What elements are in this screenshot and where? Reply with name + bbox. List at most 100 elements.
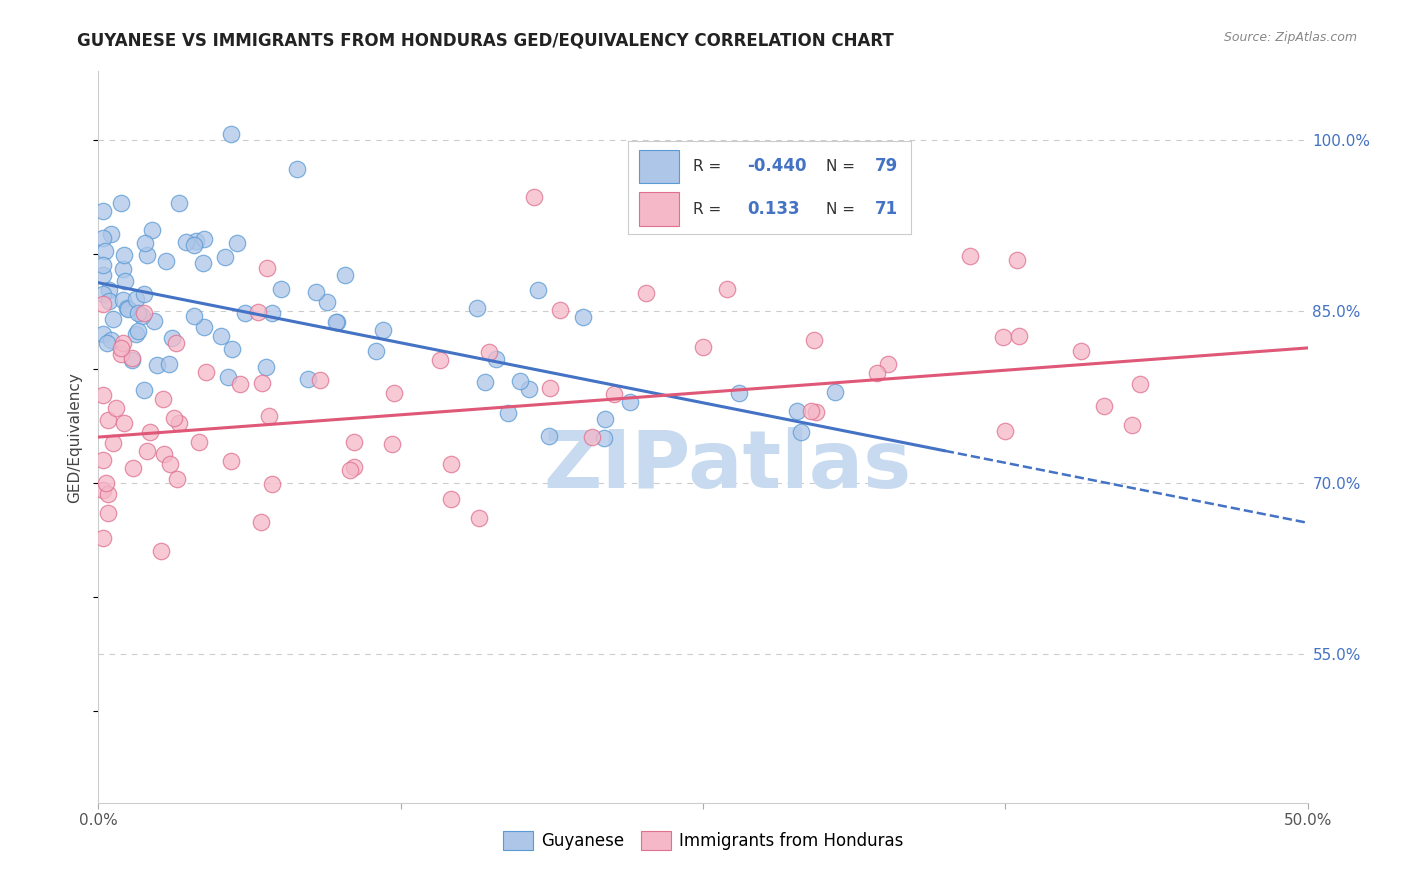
Point (603, 387, 626, 401)
Point (786, 404, 808, 418)
Point (160, 331, 183, 345)
Point (103, 436, 125, 450)
Point (100, 333, 122, 347)
Point (256, 260, 278, 275)
Point (127, 324, 149, 338)
Point (254, 360, 277, 375)
Point (91, 287, 114, 301)
Point (866, 366, 889, 380)
Point (1092, 399, 1115, 413)
Point (439, 492, 461, 507)
Point (260, 476, 283, 491)
Point (800, 404, 823, 418)
Point (110, 196, 132, 211)
Point (636, 286, 658, 301)
Point (485, 351, 508, 366)
Point (249, 515, 271, 529)
Point (221, 342, 243, 356)
Point (136, 444, 159, 458)
Point (91, 452, 114, 467)
Point (247, 305, 270, 319)
Point (429, 352, 451, 367)
Point (325, 315, 347, 329)
Point (333, 268, 356, 282)
Point (121, 461, 143, 475)
Point (163, 411, 186, 425)
Point (297, 372, 319, 386)
Point (186, 234, 208, 248)
Point (876, 357, 898, 371)
Point (97, 413, 120, 427)
Point (381, 437, 404, 451)
Point (121, 351, 143, 365)
Point (193, 256, 215, 270)
Point (959, 249, 981, 263)
Point (110, 341, 132, 355)
Point (135, 248, 157, 262)
Point (214, 250, 236, 264)
Point (994, 425, 1017, 439)
Point (509, 374, 531, 388)
Point (167, 196, 190, 211)
Point (153, 447, 176, 461)
Point (619, 395, 641, 409)
Text: R =: R = (693, 202, 727, 217)
Point (111, 336, 134, 351)
Point (97, 486, 120, 500)
Text: 0.133: 0.133 (747, 200, 800, 218)
Point (100, 227, 122, 242)
Point (132, 384, 155, 398)
Point (716, 282, 738, 296)
Point (364, 343, 387, 358)
Point (467, 510, 489, 524)
Point (91, 326, 114, 341)
Point (165, 336, 187, 351)
Point (91, 297, 114, 311)
Bar (640, 150, 679, 183)
Point (262, 306, 284, 320)
Point (592, 431, 614, 445)
Point (517, 382, 540, 396)
Point (315, 295, 337, 310)
Point (465, 301, 488, 316)
Point (96, 335, 118, 350)
Text: N =: N = (827, 202, 860, 217)
Point (155, 253, 177, 268)
Point (121, 353, 143, 368)
Point (217, 370, 239, 384)
Point (117, 302, 139, 317)
Bar (640, 193, 679, 226)
Y-axis label: GED/Equivalency: GED/Equivalency (67, 372, 83, 502)
Point (1129, 376, 1152, 391)
Point (252, 376, 274, 390)
Point (371, 323, 394, 337)
Point (1008, 329, 1031, 343)
Point (219, 453, 242, 467)
Point (132, 287, 155, 301)
Point (305, 285, 328, 300)
Point (221, 127, 243, 141)
Text: -0.440: -0.440 (747, 157, 807, 176)
Point (571, 310, 593, 324)
Point (141, 223, 163, 237)
Point (523, 190, 546, 204)
Text: 79: 79 (875, 157, 897, 176)
Point (183, 309, 205, 323)
Point (803, 333, 825, 347)
Point (440, 457, 463, 471)
Point (159, 457, 181, 471)
Text: R =: R = (693, 159, 727, 174)
Point (183, 238, 205, 252)
Point (152, 392, 174, 406)
Point (91, 483, 114, 498)
Point (112, 248, 135, 262)
Point (308, 374, 330, 388)
Point (166, 473, 188, 487)
Point (134, 306, 156, 320)
Text: GUYANESE VS IMMIGRANTS FROM HONDURAS GED/EQUIVALENCY CORRELATION CHART: GUYANESE VS IMMIGRANTS FROM HONDURAS GED… (77, 31, 894, 49)
Point (96, 475, 118, 490)
Point (105, 401, 128, 415)
Point (229, 377, 252, 392)
Point (131, 310, 153, 324)
Point (991, 329, 1014, 343)
